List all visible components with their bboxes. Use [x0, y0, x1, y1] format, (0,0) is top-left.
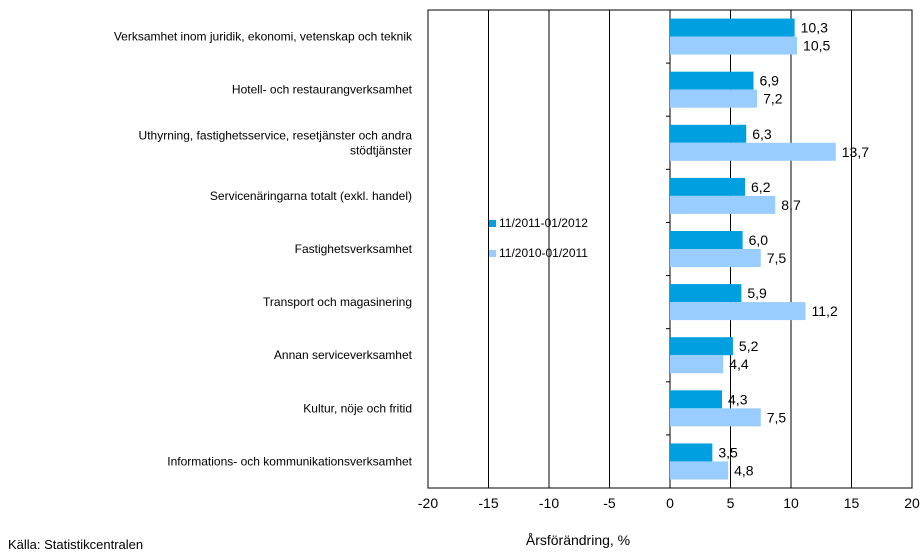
bar-s2-7 — [670, 408, 761, 427]
category-label-line: Transport och magasinering — [263, 295, 412, 309]
category-label-line: Informations- och kommunikationsverksamh… — [167, 454, 412, 468]
value-label-s1-5: 5,9 — [747, 285, 767, 301]
bar-s2-1 — [670, 89, 758, 108]
category-label-4: Fastighetsverksamhet — [295, 242, 413, 256]
value-label-s1-2: 6,3 — [752, 126, 772, 142]
bars — [670, 18, 836, 480]
category-label-line: Kultur, nöje och fritid — [303, 401, 412, 415]
x-tick-labels: -20 -15 -10 -5 0 5 10 15 20 — [418, 495, 920, 511]
bar-s1-7 — [670, 390, 723, 409]
category-label-line: Hotell- och restaurangverksamhet — [232, 83, 413, 97]
value-label-s2-4: 7,5 — [767, 250, 787, 266]
bar-s1-4 — [670, 231, 743, 249]
legend-swatch-1 — [489, 220, 496, 227]
category-label-line: Verksamhet inom juridik, ekonomi, vetens… — [114, 30, 413, 44]
legend-label-1: 11/2011-01/2012 — [499, 216, 588, 230]
x-tick-label-0: -20 — [418, 495, 438, 511]
value-label-s1-7: 4,3 — [728, 391, 748, 407]
bar-s1-3 — [670, 177, 746, 196]
value-label-s2-2: 13,7 — [842, 144, 869, 160]
category-label-1: Hotell- och restaurangverksamhet — [232, 83, 413, 97]
value-label-s1-0: 10,3 — [801, 20, 828, 36]
bar-s2-4 — [670, 249, 761, 267]
value-label-s1-6: 5,2 — [739, 338, 759, 354]
category-label-line: Servicenäringarna totalt (exkl. handel) — [210, 189, 412, 203]
bar-s2-6 — [670, 355, 724, 374]
value-label-s2-6: 4,4 — [729, 356, 749, 372]
value-label-s1-8: 3,5 — [718, 444, 738, 460]
bar-s2-3 — [670, 195, 776, 214]
value-label-s2-5: 11,2 — [812, 303, 838, 319]
value-label-s2-1: 7,2 — [763, 91, 783, 107]
value-label-s1-1: 6,9 — [759, 73, 779, 89]
bar-s1-6 — [670, 337, 733, 356]
bar-s2-8 — [670, 461, 729, 480]
category-labels: Verksamhet inom juridik, ekonomi, vetens… — [114, 30, 413, 469]
x-tick-label-8: 20 — [904, 495, 920, 511]
bar-s1-2 — [670, 124, 747, 143]
x-tick-label-5: 5 — [727, 495, 735, 511]
bar-s1-1 — [670, 71, 754, 90]
bar-s2-2 — [670, 142, 836, 161]
value-label-s2-0: 10,5 — [803, 38, 830, 54]
category-label-8: Informations- och kommunikationsverksamh… — [167, 454, 412, 468]
value-labels: 10,3 10,5 6,9 7,2 6,3 13,7 6,2 8,7 6,0 7,5 5,9 11,2… — [718, 20, 869, 479]
x-tick-label-2: -10 — [539, 495, 559, 511]
x-tick-label-1: -15 — [478, 495, 498, 511]
category-label-line: Fastighetsverksamhet — [295, 242, 413, 256]
category-label-7: Kultur, nöje och fritid — [303, 401, 412, 415]
legend-swatch-2 — [489, 250, 496, 257]
value-label-s1-4: 6,0 — [749, 232, 769, 248]
bar-s1-0 — [670, 18, 795, 37]
bar-s2-0 — [670, 36, 798, 55]
x-tick-label-3: -5 — [603, 495, 616, 511]
category-label-5: Transport och magasinering — [263, 295, 412, 309]
x-tick-label-6: 10 — [783, 495, 799, 511]
category-label-line: stödtjänster — [350, 143, 412, 157]
category-label-2: Uthyrning, fastighetsservice, resetjänst… — [139, 128, 413, 157]
category-label-line: Annan serviceverksamhet — [274, 348, 413, 362]
x-tick-label-4: 0 — [666, 495, 674, 511]
category-label-0: Verksamhet inom juridik, ekonomi, vetens… — [114, 30, 413, 44]
value-label-s2-7: 7,5 — [767, 409, 787, 425]
bar-s1-8 — [670, 443, 713, 462]
value-label-s2-8: 4,8 — [734, 462, 754, 478]
source-note: Källa: Statistikcentralen — [8, 537, 144, 552]
category-label-6: Annan serviceverksamhet — [274, 348, 413, 362]
bar-s1-5 — [670, 284, 742, 303]
value-label-s2-3: 8,7 — [781, 197, 801, 213]
value-label-s1-3: 6,2 — [751, 179, 771, 195]
legend-label-2: 11/2010-01/2011 — [499, 246, 588, 260]
category-label-line: Uthyrning, fastighetsservice, resetjänst… — [139, 128, 413, 142]
legend: 11/2011-01/2012 11/2010-01/2011 — [489, 216, 588, 260]
x-axis-title: Årsförändring, % — [526, 532, 630, 548]
x-tick-label-7: 15 — [844, 495, 860, 511]
category-label-3: Servicenäringarna totalt (exkl. handel) — [210, 189, 412, 203]
bar-s2-5 — [670, 302, 806, 321]
